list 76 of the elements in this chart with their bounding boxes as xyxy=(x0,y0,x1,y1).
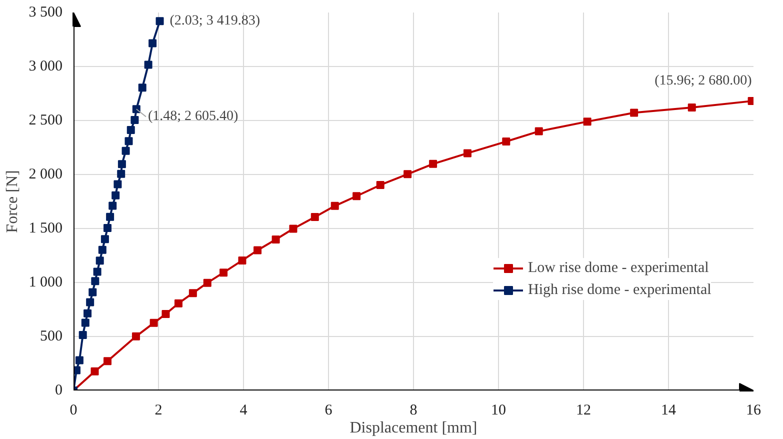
point xyxy=(220,268,228,277)
x-axis-title: Displacement [mm] xyxy=(350,420,478,436)
point xyxy=(96,256,104,265)
point xyxy=(126,126,135,134)
y-tick-label: 500 xyxy=(40,328,62,344)
point xyxy=(106,212,114,221)
point xyxy=(108,202,117,210)
point xyxy=(91,277,100,286)
point xyxy=(688,104,696,112)
point xyxy=(93,268,102,276)
point xyxy=(376,180,384,189)
point xyxy=(86,298,94,306)
x-tick-label: 2 xyxy=(154,402,162,418)
point xyxy=(114,180,122,188)
annotation: (2.03; 3 419.83) xyxy=(170,14,260,29)
x-tick-label: 6 xyxy=(324,402,333,418)
x-tick-label: 4 xyxy=(240,402,248,418)
point xyxy=(156,17,164,26)
x-tick-label: 8 xyxy=(410,402,418,418)
point xyxy=(122,146,130,155)
x-tick-label: 16 xyxy=(746,402,762,418)
point xyxy=(78,330,87,339)
point xyxy=(98,246,106,254)
x-tick-label: 12 xyxy=(576,402,591,418)
legend-label: Low rise dome - experimental xyxy=(528,260,709,276)
y-tick-label: 1 000 xyxy=(28,274,62,290)
annotation: (15.96; 2 680.00) xyxy=(654,74,752,89)
point xyxy=(583,118,592,126)
x-tick-label: 10 xyxy=(491,402,506,418)
y-tick-label: 3 500 xyxy=(28,4,62,20)
y-axis-title: Force [N] xyxy=(4,170,21,233)
point xyxy=(144,60,152,69)
point xyxy=(132,332,140,340)
point xyxy=(534,127,543,136)
x-tick-label: 14 xyxy=(661,402,676,418)
point xyxy=(429,160,438,168)
point xyxy=(118,160,126,168)
point xyxy=(352,192,361,200)
y-tick-label: 2 500 xyxy=(28,112,62,128)
point xyxy=(289,224,298,233)
point xyxy=(162,310,170,318)
point xyxy=(100,235,109,244)
point xyxy=(132,105,140,114)
legend-label: High rise dome - experimental xyxy=(528,282,712,298)
point xyxy=(130,116,139,124)
point xyxy=(150,318,158,327)
point xyxy=(330,202,339,210)
point xyxy=(104,357,112,366)
point xyxy=(310,213,319,222)
point xyxy=(84,309,92,318)
point xyxy=(90,367,99,376)
point xyxy=(124,137,133,146)
point xyxy=(117,170,126,178)
y-tick-label: 2 000 xyxy=(28,166,62,182)
point xyxy=(138,84,146,92)
y-tick-label: 3 000 xyxy=(28,58,62,74)
x-tick-label: 0 xyxy=(70,402,78,418)
point xyxy=(238,256,246,264)
point xyxy=(148,39,157,48)
point xyxy=(75,356,84,364)
y-tick-label: 1 500 xyxy=(28,220,62,236)
point xyxy=(112,191,120,200)
point xyxy=(630,108,638,117)
point xyxy=(502,138,510,146)
point xyxy=(81,318,90,327)
point xyxy=(104,224,112,232)
point xyxy=(188,289,197,298)
point xyxy=(174,299,182,308)
point xyxy=(203,278,212,287)
point xyxy=(463,149,472,158)
annotation: (1.48; 2 605.40) xyxy=(148,109,239,124)
y-tick-label: 0 xyxy=(55,382,62,398)
point xyxy=(404,170,412,178)
point xyxy=(88,288,97,296)
point xyxy=(272,236,280,244)
point xyxy=(254,246,262,254)
